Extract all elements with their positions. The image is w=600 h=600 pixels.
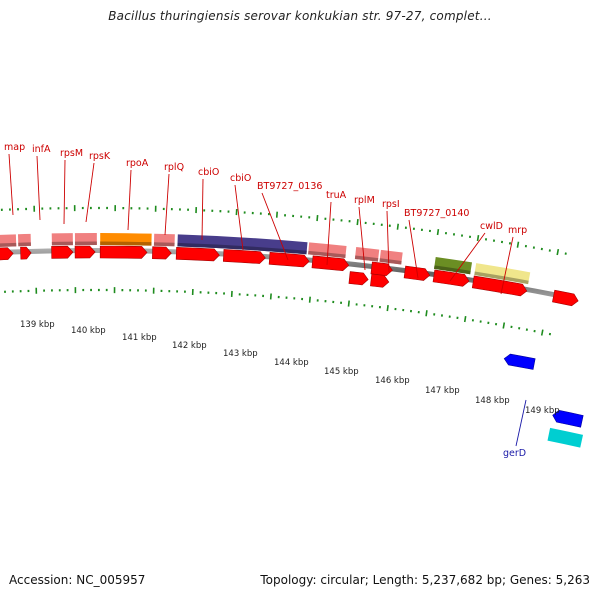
cds-arrow [348,271,369,286]
accession-text: Accession: NC_005957 [9,573,146,587]
cds-arrow [552,289,579,307]
feature-block-shade [308,250,346,258]
outer-tick [316,214,319,222]
gene-label: rpsM [60,148,83,159]
inner-tick [386,305,389,312]
kbp-label: 144 kbp [274,358,309,368]
gene-label: truA [326,190,347,201]
minus-strand-block [547,427,584,448]
map-title: Bacillus thuringiensis serovar konkukian… [108,9,492,23]
inner-tick [425,310,428,317]
leader-line [386,210,390,273]
gerD-arrow [503,353,536,370]
leader-line [500,236,514,295]
gene-label: BT9727_0136 [257,181,322,192]
outer-tick [476,234,480,242]
feature-block-shade [100,241,152,246]
outer-tick [556,248,560,256]
gene-label: cbiO [198,167,219,178]
kbp-label: 148 kbp [475,396,510,406]
feature-block-shade [18,242,31,247]
tick-rings [0,205,567,336]
cds-arrow [20,246,32,260]
leader-line [234,184,244,251]
leader-line [8,153,14,216]
inner-tick [347,300,350,307]
gene-label: rpoA [126,158,149,169]
cds-arrow [51,245,74,259]
cds-arrow [370,273,390,288]
cds-arrow [311,255,350,272]
cds-arrow [175,247,220,262]
gene-label: cbiO [230,173,251,184]
gene-label-minus: gerD [503,448,526,459]
cds-arrow [0,247,14,261]
kbp-label: 141 kbp [122,333,157,343]
kbp-label: 142 kbp [172,341,207,351]
cds-arrow [99,245,148,259]
leader-line [358,206,366,271]
feature-block-shade [0,242,17,247]
gene-label: infA [32,144,51,155]
gene-label: rplM [354,195,375,206]
gene-label: BT9727_0140 [404,208,469,219]
leader-line [408,219,419,279]
inner-tick [540,329,544,336]
gene-label: map [4,142,25,153]
kbp-label: 146 kbp [375,376,410,386]
gene-label: rplQ [164,162,184,173]
label-leaders [8,153,527,447]
gene-label: cwlD [480,221,503,232]
feature-tracks [0,233,584,448]
inner-tick [502,322,506,329]
feature-block-shade [153,242,175,247]
outer-tick [356,218,359,226]
inner-tick [308,296,311,303]
kbp-label: 147 kbp [425,386,460,396]
feature-block-shade [74,241,97,246]
leader-line [201,178,204,241]
feature-block-shade [51,241,73,246]
cds-arrow [74,245,96,259]
cds-arrow [268,251,310,268]
genome-summary-text: Topology: circular; Length: 5,237,682 bp… [260,573,590,587]
leader-line-minus [515,399,527,447]
leader-line [164,173,170,236]
leader-line [261,192,289,261]
leader-line [63,159,66,225]
outer-tick [396,223,399,230]
inner-tick [463,315,467,323]
kbp-label: 139 kbp [20,320,55,330]
gene-label: mrp [508,225,527,236]
kbp-label: 140 kbp [71,326,106,336]
kbp-label: 143 kbp [223,349,258,359]
feature-block-shade [474,271,529,285]
outer-tick [436,228,440,236]
leader-line [127,169,132,231]
feature-block-shade [354,255,379,262]
cds-arrow [152,246,172,260]
feature-block-shade [177,242,307,255]
gene-label: rpsK [89,151,111,162]
leader-line [326,201,332,266]
gene-label: rpsI [382,199,400,210]
outer-tick [516,241,520,248]
feature-block-shade [434,265,471,275]
cds-arrow [432,269,470,287]
kbp-label: 149 kbp [525,406,560,416]
leader-line [85,162,95,223]
leader-line [449,232,486,282]
kbp-label: 145 kbp [324,367,359,377]
feature-block-shade [379,258,402,265]
leader-line [36,155,41,221]
labels: map infA rpsM rpsK rpoA rplQ cbiO cbiO BT9727_01… [4,142,560,459]
minus-strand-arrow [552,410,584,428]
cds-arrow [222,249,266,264]
cds-arrow [471,275,528,297]
